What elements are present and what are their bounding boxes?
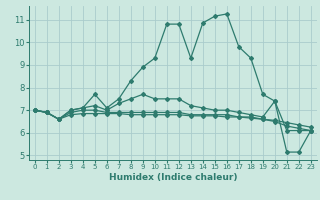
X-axis label: Humidex (Indice chaleur): Humidex (Indice chaleur) [108,173,237,182]
